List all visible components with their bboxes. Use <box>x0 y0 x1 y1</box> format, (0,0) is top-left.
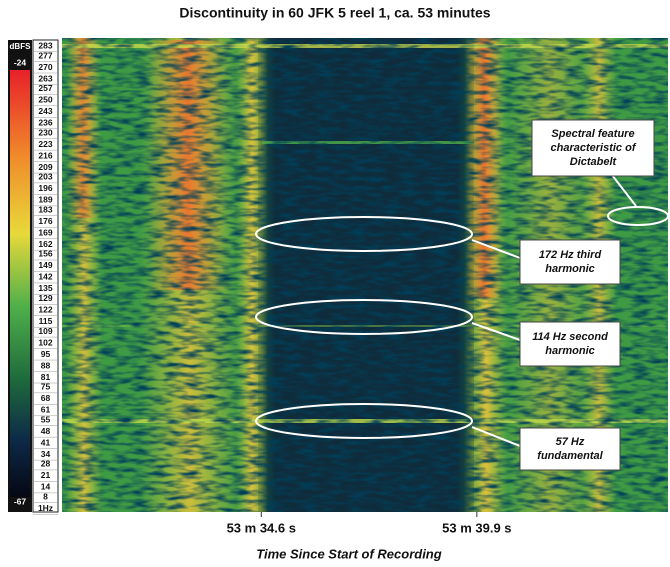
annotation-box <box>519 427 621 471</box>
x-tick-label: 53 m 39.9 s <box>442 520 511 535</box>
y-tick-label: 236 <box>38 118 52 128</box>
y-tick-label: 183 <box>38 204 52 214</box>
annotation-text: Dictabelt <box>570 156 618 168</box>
y-tick-label: 169 <box>38 227 52 237</box>
y-tick-label: 149 <box>38 260 52 270</box>
y-tick-label: 61 <box>41 405 51 415</box>
y-tick-label: 263 <box>38 73 52 83</box>
colorbar-label: dBFS <box>10 42 32 51</box>
y-tick-label: 8 <box>43 491 48 501</box>
colorbar <box>10 70 30 500</box>
y-tick-label: 109 <box>38 326 52 336</box>
y-tick-label: 129 <box>38 293 52 303</box>
annotation-text: fundamental <box>537 450 603 462</box>
y-tick-label: 95 <box>41 349 51 359</box>
annotation-text: Spectral feature <box>551 128 634 140</box>
annotation-text: characteristic of <box>551 142 637 154</box>
y-tick-label: 68 <box>41 393 51 403</box>
annotation-box <box>519 321 621 367</box>
annotation-text: 172 Hz third <box>539 249 602 261</box>
colorbar-tick-label: -67 <box>14 496 27 506</box>
y-tick-label: 28 <box>41 459 51 469</box>
annotation-text: harmonic <box>545 263 595 275</box>
colorbar-tick-bg <box>9 58 31 68</box>
y-tick-label: 142 <box>38 272 52 282</box>
y-tick-label: 75 <box>41 382 51 392</box>
y-tick-label: 115 <box>39 316 53 326</box>
y-tick-label: 270 <box>38 62 52 72</box>
y-tick-label: 283 <box>38 40 52 50</box>
x-axis-label: Time Since Start of Recording <box>256 546 441 561</box>
y-tick-label: 277 <box>38 50 52 60</box>
highlight-ellipses <box>255 174 669 447</box>
y-tick-label: 135 <box>38 283 52 293</box>
y-tick-label: 102 <box>38 337 52 347</box>
chart-title: Discontinuity in 60 JFK 5 reel 1, ca. 53… <box>179 5 490 21</box>
y-tick-label: 156 <box>38 249 52 259</box>
annotation-box <box>531 119 655 177</box>
y-tick-label: 189 <box>38 195 52 205</box>
y-tick-label: 1Hz <box>38 503 53 513</box>
y-tick-label: 81 <box>41 372 51 382</box>
annotation-box <box>519 239 621 285</box>
x-tick-label: 53 m 34.6 s <box>227 520 296 535</box>
y-tick-label: 21 <box>41 470 51 480</box>
frequency-strip <box>32 39 59 513</box>
y-tick-label: 230 <box>38 127 52 137</box>
annotation-text: 57 Hz <box>556 436 585 448</box>
y-tick-label: 34 <box>41 449 51 459</box>
y-tick-label: 209 <box>38 162 52 172</box>
colorbar-tick-label: -24 <box>14 57 27 67</box>
y-tick-label: 88 <box>41 360 51 370</box>
annotation-text: harmonic <box>545 345 595 357</box>
y-tick-label: 257 <box>38 83 52 93</box>
y-tick-label: 55 <box>41 414 51 424</box>
y-tick-label: 223 <box>38 139 52 149</box>
y-tick-label: 122 <box>38 305 52 315</box>
y-tick-label: 216 <box>38 150 52 160</box>
y-tick-label: 196 <box>38 183 52 193</box>
y-tick-label: 162 <box>38 239 52 249</box>
y-tick-label: 176 <box>38 216 52 226</box>
y-tick-label: 41 <box>41 437 51 447</box>
y-tick-label: 243 <box>38 106 52 116</box>
colorbar-tick-bg <box>9 497 31 507</box>
y-tick-label: 14 <box>41 482 51 492</box>
y-tick-label: 203 <box>38 172 52 182</box>
y-tick-label: 250 <box>38 95 52 105</box>
annotation-text: 114 Hz second <box>532 331 608 343</box>
y-tick-label: 48 <box>41 426 51 436</box>
